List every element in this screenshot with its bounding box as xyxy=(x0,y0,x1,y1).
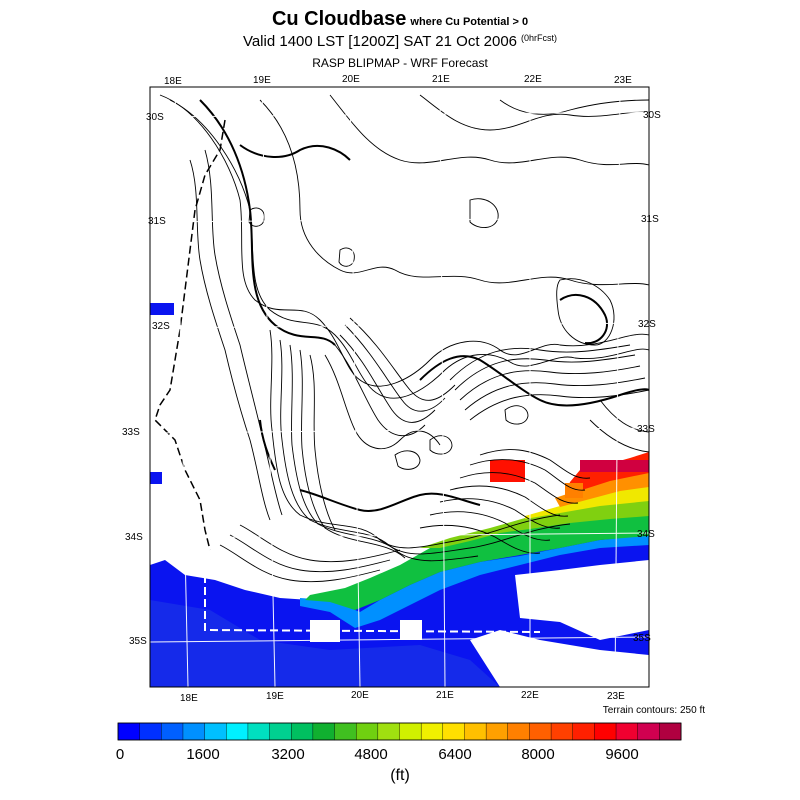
fill-deep-blue xyxy=(150,600,500,687)
lon-label-bottom-21e: 21E xyxy=(436,690,454,701)
colorbar-tick-8000: 8000 xyxy=(521,746,555,763)
lon-label-top-23e: 23E xyxy=(614,75,632,86)
lon-label-top-21e: 21E xyxy=(432,74,450,85)
model-name: RASP BLIPMAP - WRF Forecast xyxy=(312,56,488,70)
lon-label-top-18e: 18E xyxy=(164,76,182,87)
lat-label-left-32s: 32S xyxy=(152,321,170,332)
lat-label-right-32s: 32S xyxy=(638,319,656,330)
terrain-contours-bold xyxy=(199,99,649,512)
hole-2 xyxy=(400,620,422,640)
lon-label-bottom-20e: 20E xyxy=(351,690,369,701)
terrain-contours xyxy=(159,94,649,583)
lat-label-left-33s: 33S xyxy=(122,427,140,438)
valid-time-text: Valid 1400 LST [1200Z] SAT 21 Oct 2006 xyxy=(242,33,518,50)
chart-title: Cu Cloudbase where Cu Potential > 0 xyxy=(0,8,800,31)
lat-label-left-30s: 30S xyxy=(146,112,164,123)
fill-blue-band xyxy=(300,535,649,628)
valid-time: Valid 1400 LST [1200Z] SAT 21 Oct 2006 (0… xyxy=(0,33,800,50)
colorbar-tick-3200: 3200 xyxy=(271,746,305,763)
fill-blue-pixel-1 xyxy=(150,303,174,315)
lon-label-top-22e: 22E xyxy=(524,74,542,85)
terrain-contour-note: Terrain contours: 250 ft xyxy=(602,705,705,716)
lon-label-bottom-22e: 22E xyxy=(521,690,539,701)
colorbar-units: (ft) xyxy=(390,767,410,784)
fill-yellow-band xyxy=(525,486,649,519)
lat-label-left-34s: 34S xyxy=(125,532,143,543)
lat-label-right-33s: 33S xyxy=(637,424,655,435)
colorbar-tick-1600: 1600 xyxy=(186,746,220,763)
lon-label-top-20e: 20E xyxy=(342,74,360,85)
fill-red-patch xyxy=(490,460,525,482)
map-frame xyxy=(149,86,650,688)
hole-4 xyxy=(470,630,649,687)
fill-crimson-east xyxy=(580,460,649,472)
lon-label-bottom-18e: 18E xyxy=(180,693,198,704)
colorbar-tick-4800: 4800 xyxy=(354,746,388,763)
colorbar-tick-6400: 6400 xyxy=(438,746,472,763)
coastline xyxy=(154,119,226,551)
lat-label-right-35s: 35S xyxy=(633,633,651,644)
lon-label-top-19e: 19E xyxy=(253,75,271,86)
hole-5 xyxy=(180,548,205,566)
lat-label-left-31s: 31S xyxy=(148,216,166,227)
fill-orange-band xyxy=(555,472,649,507)
lat-label-right-34s: 34S xyxy=(637,529,655,540)
fill-blue-pixel-2 xyxy=(150,472,162,484)
forecast-tag: (0hrFcst) xyxy=(521,33,558,43)
lat-label-right-31s: 31S xyxy=(641,214,659,225)
title-main: Cu Cloudbase xyxy=(271,8,407,30)
border-dash xyxy=(204,575,541,633)
colorbar-tick-9600: 9600 xyxy=(605,746,639,763)
colorbar-tick-0: 0 xyxy=(115,746,125,763)
fill-green-band xyxy=(305,515,649,610)
lon-label-bottom-19e: 19E xyxy=(266,691,284,702)
lat-lon-grid xyxy=(150,87,649,687)
title-qualifier: where Cu Potential > 0 xyxy=(410,16,529,28)
lat-label-left-35s: 35S xyxy=(129,636,147,647)
lon-label-bottom-23e: 23E xyxy=(607,691,625,702)
lat-label-right-30s: 30S xyxy=(643,110,661,121)
